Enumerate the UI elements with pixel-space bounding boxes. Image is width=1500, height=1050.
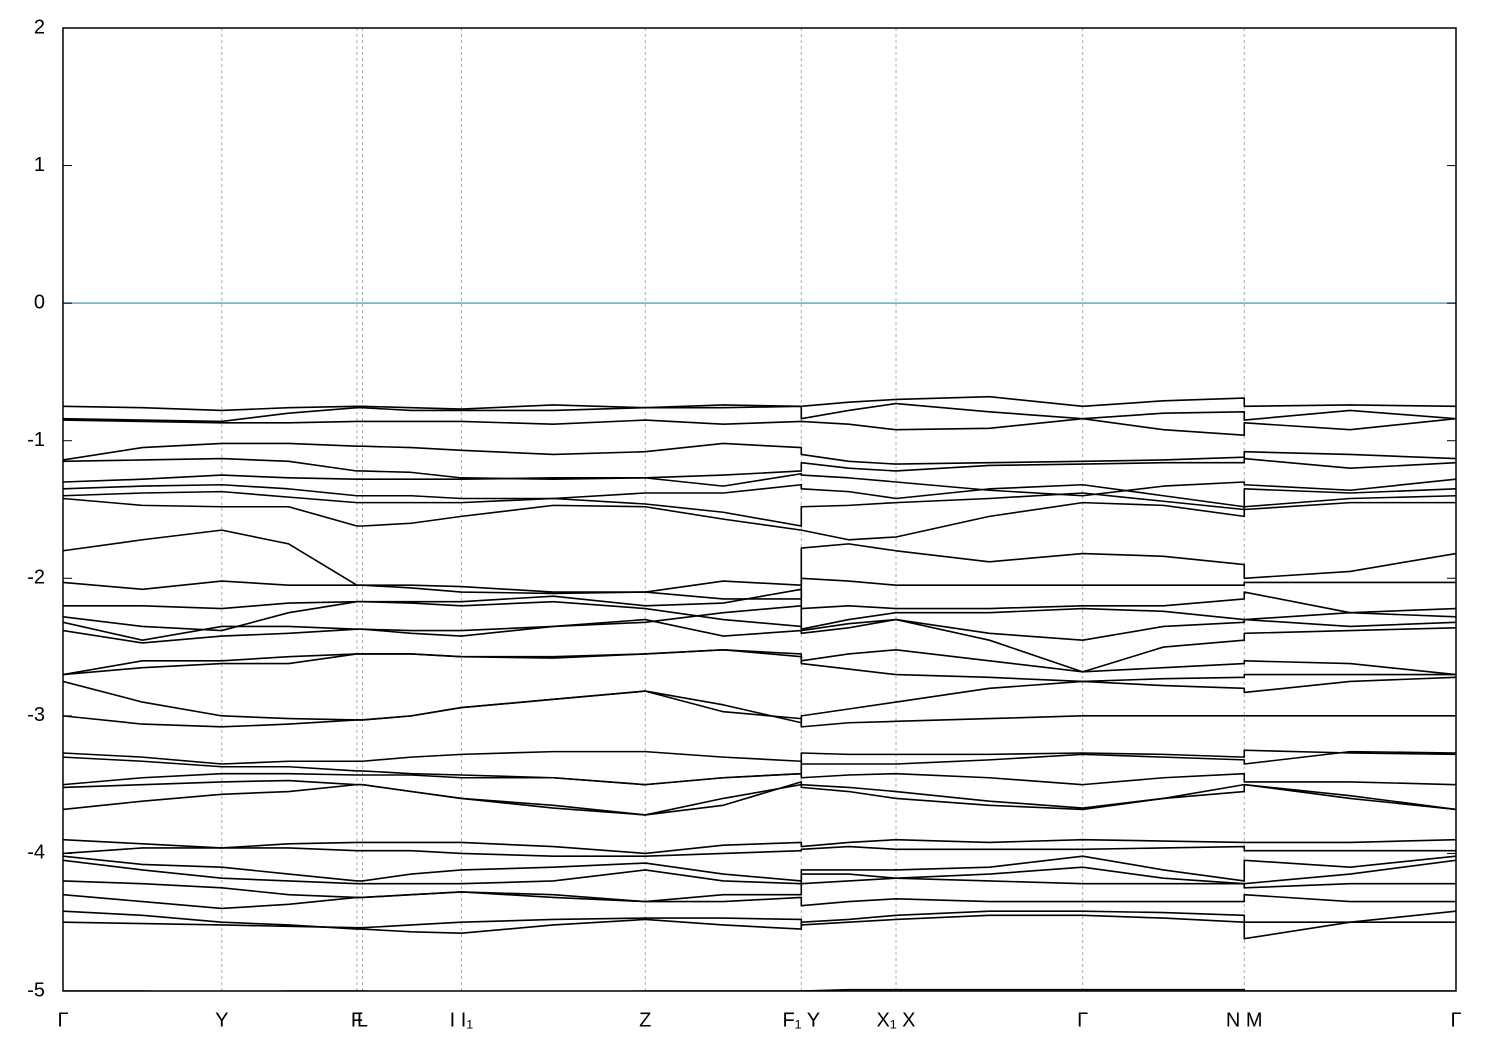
x-tick-label: L: [357, 1009, 368, 1031]
band-line: [63, 472, 1456, 497]
band-line: [63, 855, 1456, 882]
x-tick-label: Z: [639, 1009, 651, 1031]
plot-frame: [62, 27, 1457, 992]
band-line: [63, 749, 1456, 786]
x-tick-label: F₁ Y: [783, 1009, 821, 1031]
band-line: [63, 649, 1456, 676]
x-tick-label: F: [351, 1009, 363, 1031]
band-line: [63, 529, 1456, 593]
band-line: [63, 442, 1456, 465]
x-tick-label: Γ: [57, 1009, 68, 1031]
band-line: [63, 402, 1456, 423]
band-line: [63, 838, 1456, 855]
x-tick-label: X₁ X: [877, 1009, 916, 1031]
band-line: [63, 490, 1456, 527]
band-line: [63, 600, 1456, 632]
band-line: [63, 779, 1456, 816]
band-line: [63, 781, 1456, 816]
band-line: [63, 988, 1456, 991]
band-line: [63, 649, 1456, 694]
band-line: [63, 772, 1456, 786]
y-tick-label: -1: [27, 429, 45, 451]
band-line: [63, 859, 1456, 885]
band-line: [63, 483, 1456, 508]
y-tick-label: 1: [34, 154, 45, 176]
x-tick-label: Γ: [1077, 1009, 1088, 1031]
y-tick-label: -3: [27, 704, 45, 726]
x-tick-label: I I₁: [450, 1009, 474, 1031]
band-line: [63, 750, 1456, 765]
y-tick-label: -5: [27, 979, 45, 1001]
band-line: [63, 891, 1456, 910]
x-tick-label: Y: [215, 1009, 228, 1031]
y-tick-label: 2: [34, 16, 45, 38]
x-tick-label: Γ: [1450, 1009, 1461, 1031]
band-line: [63, 417, 1456, 437]
band-line: [63, 577, 1456, 600]
band-line: [63, 690, 1456, 728]
y-tick-label: 0: [34, 291, 45, 313]
x-tick-label: N M: [1226, 1009, 1263, 1031]
band-line: [63, 914, 1456, 929]
band-line: [63, 457, 1456, 481]
band-line: [63, 910, 1456, 940]
y-tick-label: -4: [27, 842, 45, 864]
bands: [63, 302, 1456, 991]
grid: [221, 28, 1245, 991]
band-line: [63, 497, 1456, 541]
band-line: [63, 866, 1456, 903]
y-tick-label: -2: [27, 567, 45, 589]
band-line: [63, 845, 1456, 857]
band-line: [63, 605, 1456, 673]
band-line: [63, 618, 1456, 641]
axes: Γ Y FL I I₁ Z F₁ Y X₁ X Γ N M Γ -5 -4 -3 -2 -1 0 1 2: [27, 16, 1461, 1031]
band-line: [63, 395, 1456, 412]
band-line: [63, 673, 1456, 724]
band-line: [63, 588, 1456, 614]
